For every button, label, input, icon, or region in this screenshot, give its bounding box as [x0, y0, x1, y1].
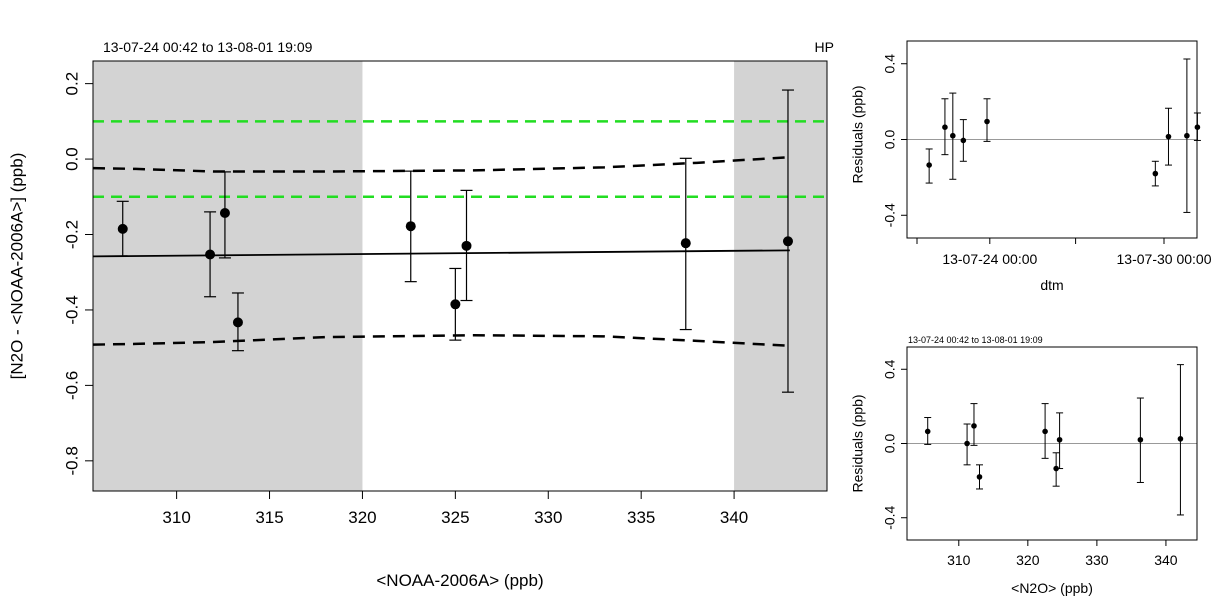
lower-confidence-band [92, 333, 790, 348]
y-tick-label: -0.8 [62, 446, 81, 475]
data-point-3 [976, 474, 983, 480]
data-point-1 [964, 440, 970, 447]
y-axis-label: Residuals (ppb) [850, 394, 866, 492]
residuals-vs-time-plot: 13-07-24 00:00 13-07-30 00:00 0.4 0.0 -0.4 dt… [850, 40, 1212, 293]
data-point-2 [971, 423, 977, 429]
data-point-4 [1042, 428, 1048, 435]
x-tick-label: 320 [1016, 552, 1040, 568]
y-tick-label: -0.4 [62, 295, 81, 324]
y-axis-label: [N2O - <NOAA-2006A>] (ppb) [7, 153, 26, 380]
x-axis-label: dtm [1040, 277, 1063, 293]
x-tick-label: 330 [534, 508, 562, 527]
y-tick-label: -0.4 [882, 203, 898, 227]
shaded-region-0 [93, 61, 363, 491]
y-tick-label: -0.2 [62, 220, 81, 249]
data-point-7 [680, 238, 691, 249]
data-point-7 [1184, 132, 1190, 139]
x-tick-label: 310 [162, 508, 190, 527]
data-point-1 [942, 124, 948, 130]
data-point-5 [450, 299, 461, 310]
plot-frame [92, 60, 828, 492]
data-point-3 [232, 317, 243, 328]
data-point-5 [1152, 170, 1159, 177]
data-point-0 [924, 428, 931, 435]
subtitle-date-range: 13-07-24 00:42 to 13-08-01 19:09 [103, 39, 313, 55]
data-point-6 [1165, 133, 1172, 140]
data-point-7 [1137, 436, 1144, 443]
x-tick-label: 330 [1085, 552, 1109, 568]
data-point-3 [960, 137, 967, 144]
y-tick-label: 0.2 [62, 72, 81, 96]
subtitle-date-range: 13-07-24 00:42 to 13-08-01 19:09 [908, 335, 1043, 345]
x-tick-label: 13-07-24 00:00 [942, 251, 1037, 267]
x-axis-label: <N2O> (ppb) [1011, 580, 1093, 596]
data-point-1 [205, 249, 216, 260]
x-tick-label: 340 [1154, 552, 1178, 568]
x-tick-label: 13-07-30 00:00 [1117, 251, 1212, 267]
data-point-6 [461, 240, 472, 251]
shaded-region-1 [734, 61, 827, 491]
data-point-8 [782, 236, 793, 247]
x-axis-label: <NOAA-2006A> (ppb) [376, 571, 543, 590]
x-tick-label: 325 [441, 508, 469, 527]
y-tick-label: 0.4 [882, 54, 898, 74]
y-tick-label: 0.0 [882, 130, 898, 150]
x-tick-label: 335 [627, 508, 655, 527]
main-calibration-plot: 310 315 320 325 330 335 340 0.2 0.0 -0.2 -0.4 -0.6 -… [7, 39, 834, 590]
data-point-8 [1177, 436, 1184, 442]
y-tick-label: 0.4 [882, 359, 898, 379]
upper-confidence-band [92, 155, 790, 173]
data-point-0 [117, 223, 128, 234]
x-tick-label: 340 [720, 508, 748, 527]
data-point-2 [950, 132, 956, 139]
data-point-4 [405, 221, 416, 232]
y-tick-label: -0.4 [882, 505, 898, 529]
data-point-2 [219, 208, 230, 219]
y-tick-label: 0.0 [882, 434, 898, 454]
y-tick-label: -0.6 [62, 371, 81, 400]
data-point-0 [926, 162, 932, 168]
y-axis-label: Residuals (ppb) [850, 85, 866, 183]
residuals-vs-n2o-plot: 310 320 330 340 0.4 0.0 -0.4 13-07-24 00:42 to … [850, 335, 1198, 596]
y-tick-label: 0.0 [62, 147, 81, 171]
x-tick-label: 310 [947, 552, 971, 568]
x-tick-label: 320 [348, 508, 376, 527]
data-point-4 [984, 118, 990, 125]
subtitle-instrument: HP [815, 39, 834, 55]
x-tick-label: 315 [255, 508, 283, 527]
data-point-6 [1056, 436, 1063, 443]
